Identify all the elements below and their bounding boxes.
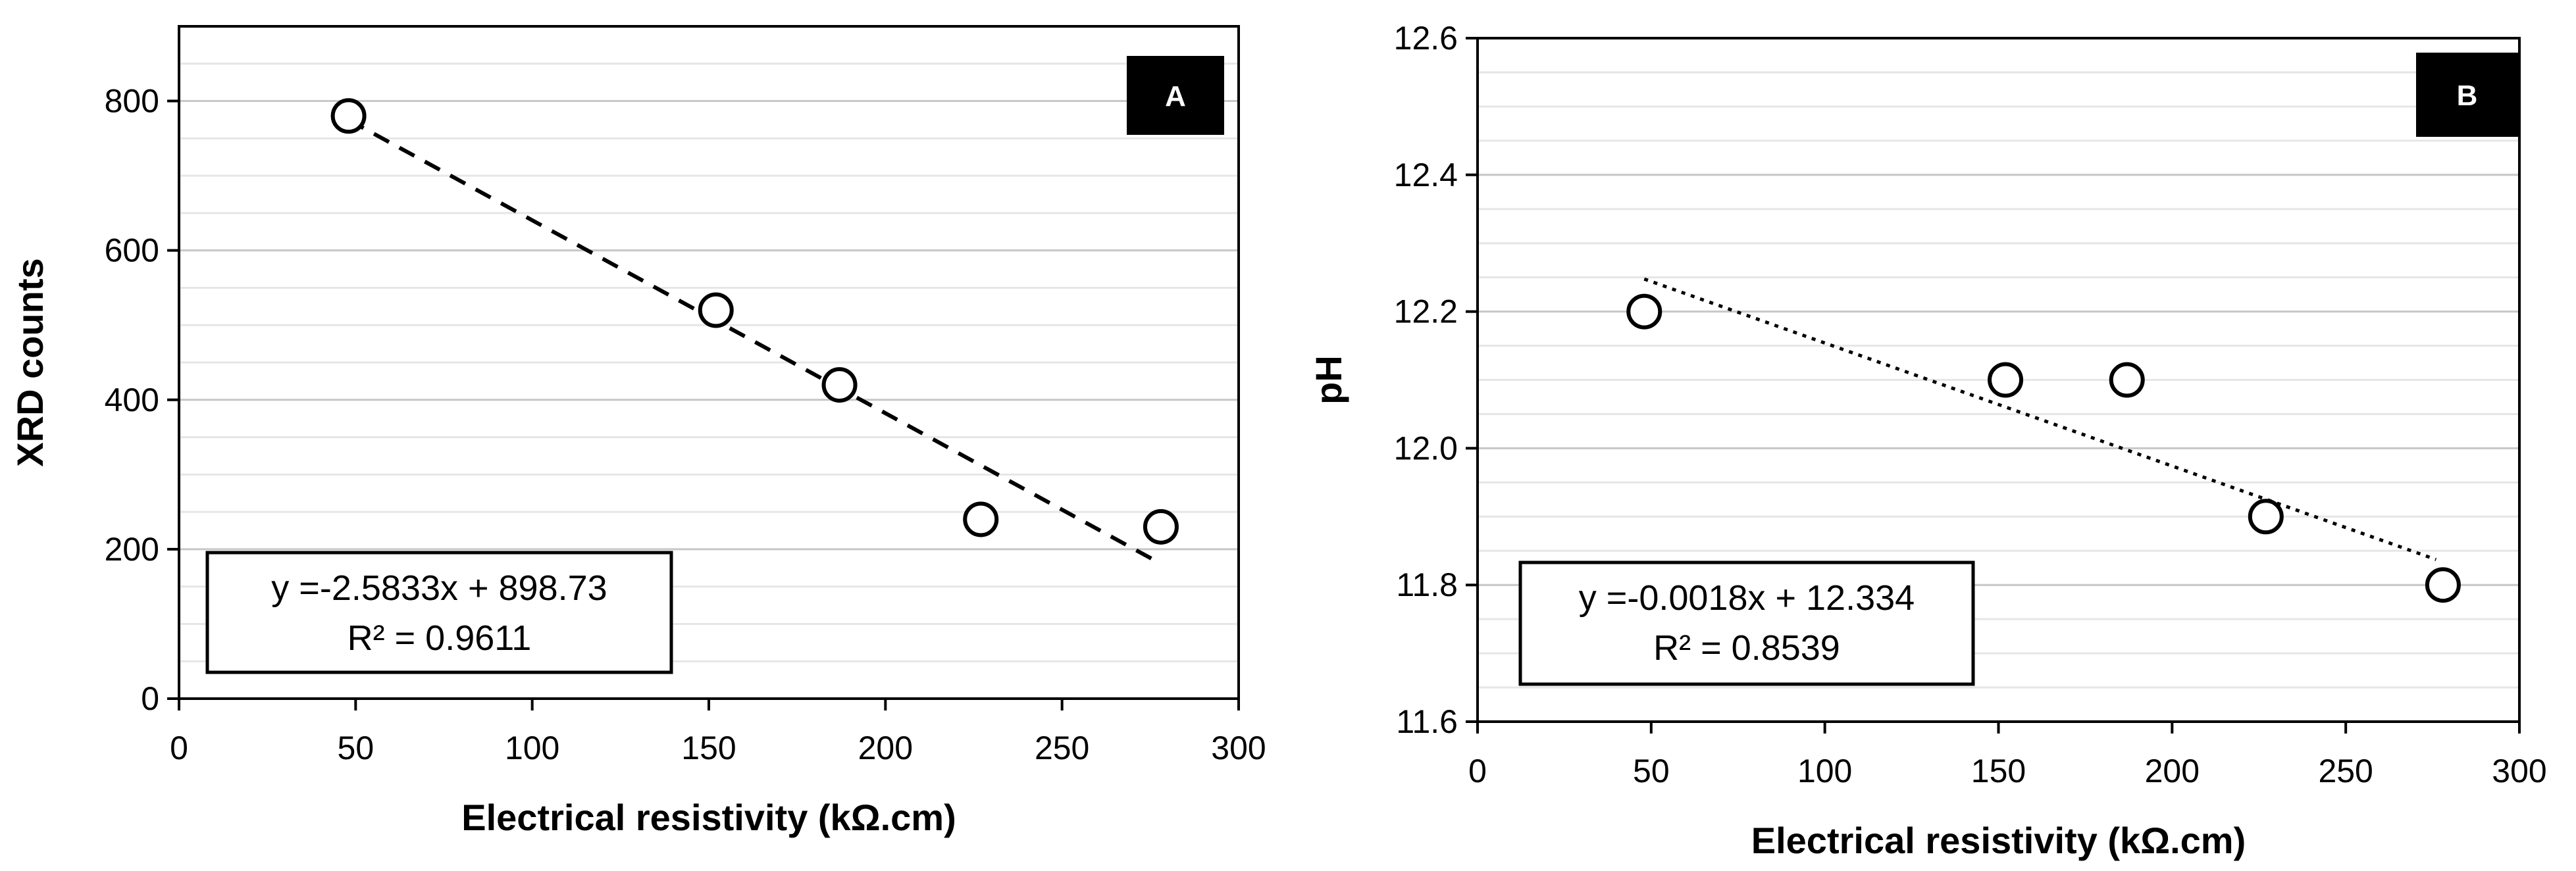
trendline	[348, 118, 1155, 562]
y-tick-label: 12.4	[1394, 157, 1458, 193]
x-tick-label: 0	[170, 730, 188, 766]
r-squared: R² = 0.9611	[348, 618, 532, 658]
regression-equation: y =-2.5833x + 898.73	[271, 568, 607, 608]
x-tick-label: 250	[2318, 753, 2373, 789]
data-point	[821, 367, 858, 403]
y-tick-label: 12.6	[1394, 20, 1458, 57]
x-tick-label: 150	[1971, 753, 2026, 789]
x-axis-label: Electrical resistivity (kΩ.cm)	[461, 797, 956, 838]
y-axis-label: pH	[1308, 355, 1349, 405]
equation-box	[205, 551, 673, 674]
data-point	[1143, 509, 1179, 545]
x-tick-label: 100	[1797, 753, 1852, 789]
y-tick-label: 400	[105, 382, 159, 418]
y-tick-label: 200	[105, 531, 159, 568]
y-tick-label: 11.6	[1396, 703, 1458, 740]
y-tick-label: 800	[105, 83, 159, 120]
x-tick-label: 50	[338, 730, 374, 766]
data-point	[1626, 293, 1662, 330]
x-tick-label: 250	[1035, 730, 1089, 766]
y-tick-label: 600	[105, 232, 159, 269]
x-tick-label: 100	[505, 730, 559, 766]
y-tick-label: 12.0	[1394, 430, 1458, 466]
data-point	[2109, 362, 2145, 398]
regression-equation: y =-0.0018x + 12.334	[1579, 578, 1915, 618]
x-tick-label: 300	[2492, 753, 2546, 789]
chart-panel-b: 11.6 11.8 12.0 12.2 12.4 12.6 0 50 100 150 200 250 3…	[1308, 20, 2547, 861]
x-tick-label: 150	[681, 730, 736, 766]
chart-panel-a: 0 200 400 600 800 0 50 100 150 200 250 300 Electrica…	[9, 25, 1266, 838]
x-tick-label: 200	[858, 730, 913, 766]
panel-label: A	[1165, 80, 1186, 112]
data-point	[698, 292, 734, 328]
y-axis-label: XRD counts	[9, 258, 51, 466]
data-point	[2248, 499, 2284, 535]
panel-label: B	[2457, 80, 2478, 112]
r-squared: R² = 0.8539	[1653, 628, 1840, 668]
data-point	[2425, 567, 2461, 603]
data-point	[1988, 362, 2024, 398]
data-point	[963, 501, 999, 537]
data-point	[330, 98, 367, 134]
equation-box	[1518, 560, 1975, 686]
trendline	[1643, 277, 2437, 561]
x-tick-label: 0	[1468, 753, 1487, 789]
x-tick-label: 50	[1633, 753, 1670, 789]
y-tick-label: 0	[141, 680, 159, 717]
panel-label-box	[1127, 56, 1224, 135]
y-tick-label: 11.8	[1396, 566, 1458, 603]
panel-label-box	[2416, 53, 2518, 137]
x-axis-label: Electrical resistivity (kΩ.cm)	[1751, 820, 2246, 861]
x-tick-label: 200	[2145, 753, 2200, 789]
y-tick-label: 12.2	[1394, 293, 1458, 330]
x-tick-label: 300	[1211, 730, 1266, 766]
